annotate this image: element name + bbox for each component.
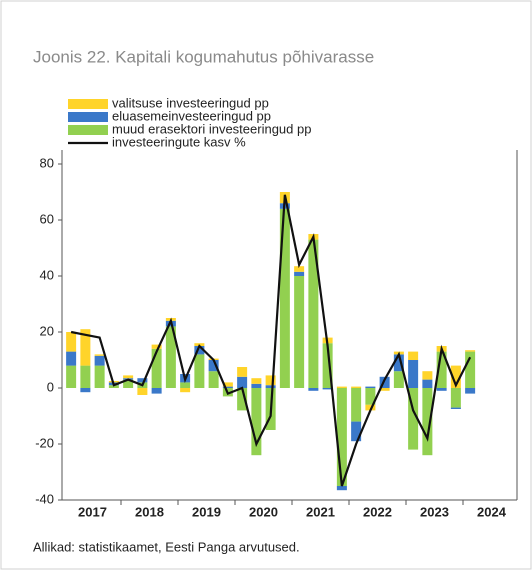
bar	[66, 351, 77, 366]
bar	[408, 388, 419, 450]
source: Allikad: statistikaamet, Eesti Panga arv…	[33, 539, 300, 554]
bar	[294, 276, 305, 388]
bar	[393, 354, 404, 372]
y-tick-label: 20	[40, 323, 54, 338]
bar	[66, 332, 77, 352]
bar	[222, 382, 233, 387]
bar	[436, 388, 447, 391]
bar	[123, 379, 134, 388]
bar	[251, 388, 262, 456]
y-tick-label: 60	[40, 211, 54, 226]
bar	[450, 388, 461, 408]
bar	[66, 365, 77, 388]
bar	[94, 354, 105, 356]
legend-label: valitsuse investeeringud pp	[112, 95, 269, 110]
bar	[408, 360, 419, 388]
bar	[422, 379, 433, 388]
bar	[94, 355, 105, 366]
bar	[465, 388, 476, 394]
bar	[450, 365, 461, 388]
bar	[194, 354, 205, 388]
bar	[279, 208, 290, 388]
legend-swatch	[68, 99, 108, 109]
bar	[379, 388, 390, 391]
chart-title: Joonis 22. Kapitali kogumahutus põhivara…	[33, 47, 374, 66]
bar	[237, 388, 248, 411]
bar	[336, 388, 347, 486]
bar	[294, 266, 305, 272]
bar	[365, 388, 376, 405]
bar	[151, 344, 162, 349]
legend-label: muud erasektori investeeringud pp	[112, 121, 311, 136]
bar	[351, 388, 362, 422]
x-tick-label: 2024	[477, 504, 507, 519]
x-tick-label: 2022	[363, 504, 392, 519]
y-tick-label: -40	[35, 491, 54, 506]
legend-label: investeeringute kasv %	[112, 134, 246, 149]
bar	[108, 385, 119, 388]
x-tick-label: 2018	[135, 504, 164, 519]
bar	[422, 388, 433, 456]
legend-label: eluasemeinvesteeringud pp	[112, 108, 271, 123]
y-tick-label: 0	[47, 379, 54, 394]
bar	[351, 386, 362, 388]
bar	[80, 365, 91, 388]
y-tick-label: -20	[35, 435, 54, 450]
legend-swatch	[68, 125, 108, 135]
bar	[365, 386, 376, 388]
bar	[194, 346, 205, 355]
bar	[123, 375, 134, 379]
bar	[165, 326, 176, 388]
bar	[336, 386, 347, 388]
bar	[137, 388, 148, 395]
bar	[222, 386, 233, 388]
bar	[450, 407, 461, 409]
bar	[379, 376, 390, 388]
bar	[365, 404, 376, 411]
bar	[336, 486, 347, 491]
bar	[322, 343, 333, 388]
bar	[265, 375, 276, 386]
bar	[322, 388, 333, 390]
bar	[180, 388, 191, 393]
x-tick-label: 2021	[306, 504, 335, 519]
bar	[251, 383, 262, 388]
bar	[151, 388, 162, 394]
bar	[208, 360, 219, 372]
bar	[465, 350, 476, 352]
line	[70, 194, 472, 487]
x-tick-label: 2017	[78, 504, 107, 519]
bar	[237, 376, 248, 388]
bar	[237, 367, 248, 377]
bar	[80, 329, 91, 366]
bar	[251, 378, 262, 384]
bar	[465, 351, 476, 388]
y-tick-label: 80	[40, 155, 54, 170]
bar	[265, 385, 276, 388]
y-tick-label: 40	[40, 267, 54, 282]
bar	[351, 421, 362, 442]
bar	[94, 365, 105, 388]
bar	[294, 271, 305, 276]
bar	[422, 371, 433, 380]
bar	[308, 239, 319, 388]
legend-swatch	[68, 112, 108, 122]
bar	[80, 388, 91, 393]
bar	[436, 351, 447, 388]
bar	[393, 371, 404, 388]
bar	[408, 351, 419, 360]
bar	[180, 382, 191, 388]
bar	[208, 371, 219, 388]
x-tick-label: 2023	[420, 504, 449, 519]
bar	[151, 348, 162, 388]
bar	[308, 388, 319, 391]
x-tick-label: 2020	[249, 504, 278, 519]
bar	[137, 378, 148, 383]
x-tick-label: 2019	[192, 504, 221, 519]
